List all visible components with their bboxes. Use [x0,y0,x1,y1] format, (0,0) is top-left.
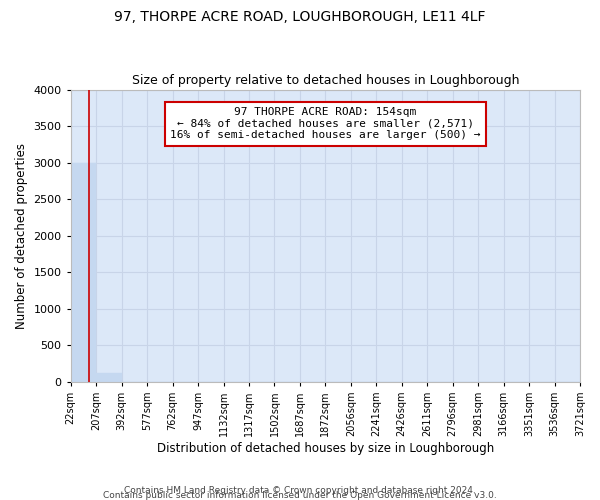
Bar [71,162,96,382]
Text: 97 THORPE ACRE ROAD: 154sqm
← 84% of detached houses are smaller (2,571)
16% of : 97 THORPE ACRE ROAD: 154sqm ← 84% of det… [170,107,481,140]
Text: Contains HM Land Registry data © Crown copyright and database right 2024.: Contains HM Land Registry data © Crown c… [124,486,476,495]
X-axis label: Distribution of detached houses by size in Loughborough: Distribution of detached houses by size … [157,442,494,455]
Text: 97, THORPE ACRE ROAD, LOUGHBOROUGH, LE11 4LF: 97, THORPE ACRE ROAD, LOUGHBOROUGH, LE11… [114,10,486,24]
Y-axis label: Number of detached properties: Number of detached properties [15,142,28,328]
Bar [96,373,122,382]
Title: Size of property relative to detached houses in Loughborough: Size of property relative to detached ho… [131,74,519,87]
Text: Contains public sector information licensed under the Open Government Licence v3: Contains public sector information licen… [103,491,497,500]
